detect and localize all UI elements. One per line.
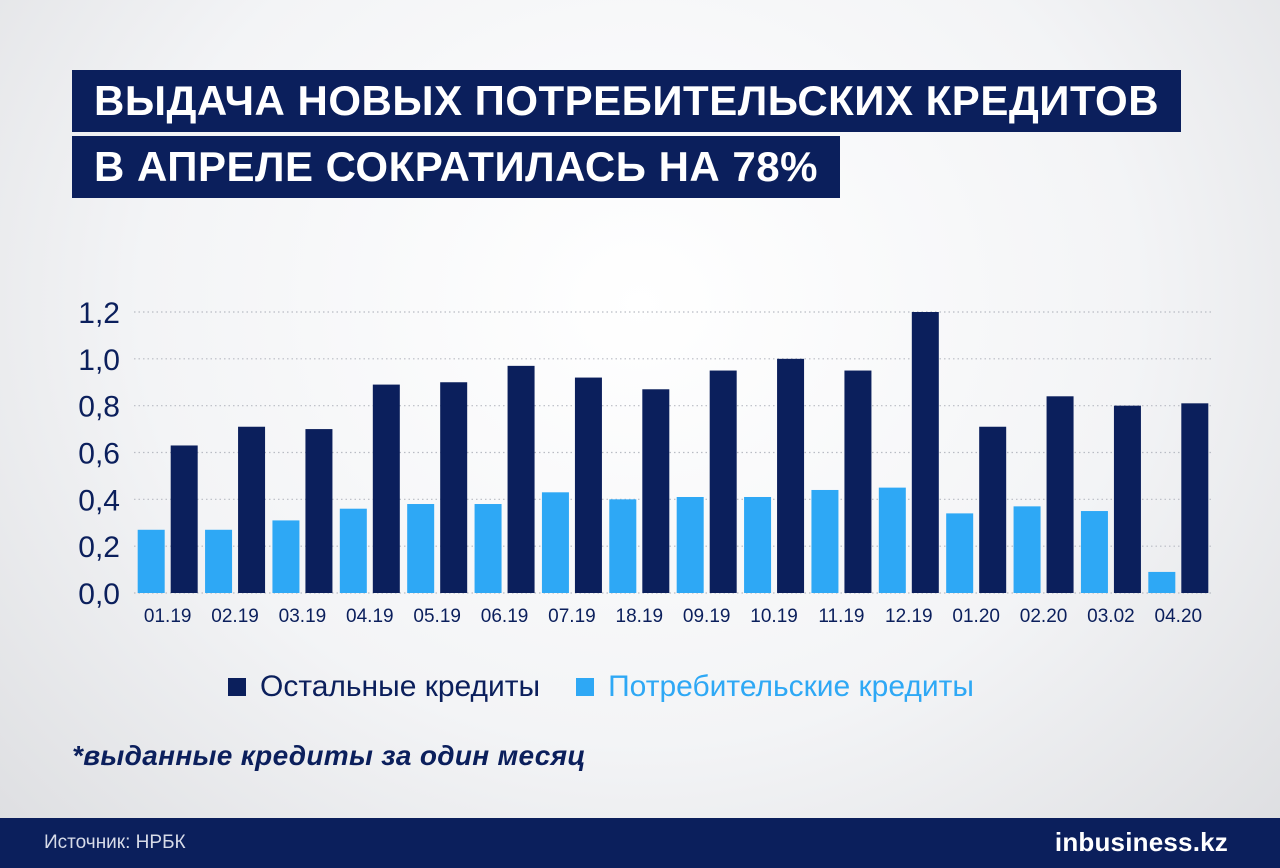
bar-consumer-credits — [272, 520, 300, 593]
x-tick-label: 04.19 — [346, 606, 394, 627]
bar-other-credits — [305, 429, 333, 593]
x-tick-label: 01.20 — [952, 606, 1000, 627]
y-tick-label: 0,6 — [78, 438, 120, 471]
bar-other-credits — [1046, 396, 1074, 593]
x-tick-label: 09.19 — [683, 606, 731, 627]
bar-other-credits — [372, 384, 400, 593]
bar-consumer-credits — [407, 504, 435, 593]
bar-other-credits — [642, 389, 670, 593]
bar-other-credits — [911, 312, 939, 593]
bar-other-credits — [507, 365, 535, 593]
bar-consumer-credits — [137, 529, 165, 593]
x-tick-label: 12.19 — [885, 606, 933, 627]
y-tick-label: 1,0 — [78, 344, 120, 377]
y-tick-label: 0,8 — [78, 391, 120, 424]
legend-swatch-other — [228, 678, 246, 696]
x-tick-label: 03.19 — [279, 606, 327, 627]
legend-item-other: Остальные кредиты — [228, 670, 540, 704]
bar-consumer-credits — [1148, 571, 1176, 593]
y-tick-label: 1,2 — [78, 297, 120, 330]
source-text: Источник: НРБК — [44, 832, 186, 853]
x-tick-label: 03.02 — [1087, 606, 1135, 627]
chart-title-line-2: В АПРЕЛЕ СОКРАТИЛАСЬ НА 78% — [72, 136, 840, 198]
bar-other-credits — [1113, 405, 1141, 593]
bar-other-credits — [777, 358, 805, 593]
bar-other-credits — [709, 370, 737, 593]
bar-chart: 0,0 0,2 0,4 0,6 0,8 1,0 1,2 01.19 02.19 03.19 04.1… — [78, 297, 1212, 627]
bar-other-credits — [440, 382, 468, 593]
x-tick-label: 06.19 — [481, 606, 529, 627]
bar-other-credits — [1181, 403, 1209, 593]
chart-title-line-1: ВЫДАЧА НОВЫХ ПОТРЕБИТЕЛЬСКИХ КРЕДИТОВ — [72, 70, 1182, 132]
bar-other-credits — [170, 445, 198, 593]
footnote: *выданные кредиты за один месяц — [72, 740, 586, 771]
bar-consumer-credits — [205, 529, 233, 593]
bar-consumer-credits — [744, 496, 772, 593]
x-tick-label: 01.19 — [144, 606, 192, 627]
x-tick-label: 10.19 — [750, 606, 798, 627]
x-tick-label: 11.19 — [818, 606, 864, 627]
bar-other-credits — [844, 370, 872, 593]
y-tick-label: 0,4 — [78, 484, 120, 517]
legend-item-consumer: Потребительские кредиты — [576, 670, 974, 704]
x-tick-label: 02.19 — [211, 606, 259, 627]
x-tick-label: 02.20 — [1020, 606, 1068, 627]
brand-logo: inbusiness.kz — [1054, 827, 1228, 857]
bar-consumer-credits — [474, 504, 502, 593]
x-tick-label: 04.20 — [1155, 606, 1203, 627]
bar-consumer-credits — [811, 489, 839, 593]
x-tick-label: 07.19 — [548, 606, 596, 627]
y-tick-label: 0,0 — [78, 578, 120, 611]
bar-consumer-credits — [946, 513, 974, 593]
x-tick-label: 18.19 — [616, 606, 664, 627]
bar-consumer-credits — [609, 499, 637, 593]
x-tick-label: 05.19 — [413, 606, 461, 627]
bar-consumer-credits — [1013, 506, 1041, 593]
bar-other-credits — [979, 426, 1007, 593]
bar-consumer-credits — [676, 496, 704, 593]
legend-label-other: Остальные кредиты — [260, 670, 541, 703]
footer-bar: Источник: НРБК inbusiness.kz — [0, 818, 1280, 868]
bar-consumer-credits — [541, 492, 569, 593]
legend-label-consumer: Потребительские кредиты — [608, 670, 974, 703]
y-tick-label: 0,2 — [78, 531, 120, 564]
bar-consumer-credits — [339, 508, 367, 593]
bar-consumer-credits — [878, 487, 906, 593]
legend-swatch-consumer — [576, 678, 595, 696]
chart-legend: Остальные кредиты Потребительские кредит… — [228, 670, 1010, 704]
bar-other-credits — [574, 377, 602, 593]
bar-other-credits — [238, 426, 266, 593]
bar-consumer-credits — [1080, 511, 1108, 593]
